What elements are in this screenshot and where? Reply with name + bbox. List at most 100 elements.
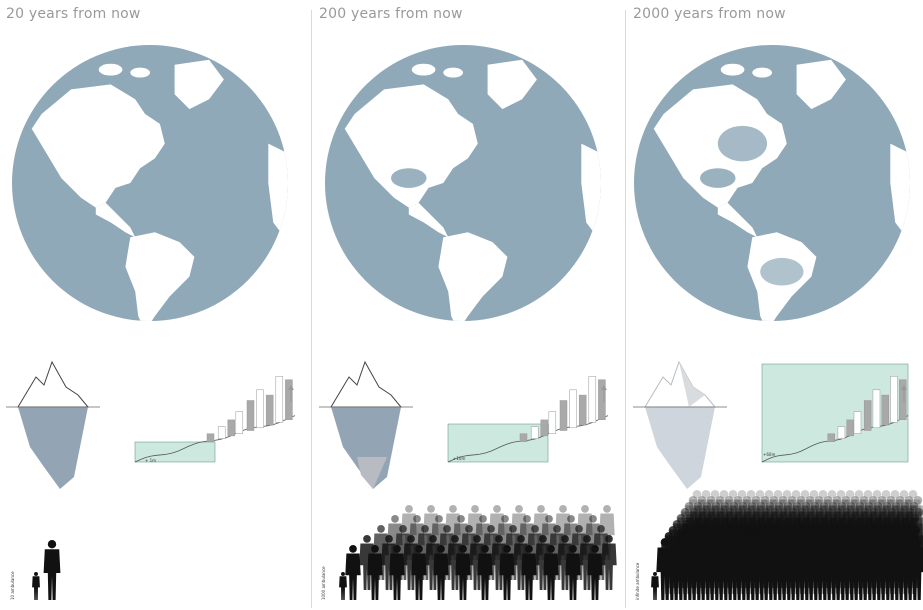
iceberg-shadow (679, 362, 705, 407)
central-america (95, 202, 136, 238)
person-silhouette (908, 538, 923, 600)
sea-level-chart (447, 376, 609, 463)
arctic-island (752, 67, 772, 78)
panel-art: +10m (319, 45, 617, 600)
flooded-area (700, 168, 736, 188)
building (853, 411, 862, 434)
panel-2000-years: 2000 years from now +60m infinite ambula… (627, 0, 923, 610)
arctic-island (130, 67, 150, 78)
divider (625, 10, 626, 608)
child-silhouette (339, 572, 347, 600)
sea-level-label: + 1m (145, 458, 156, 463)
south-america (125, 232, 195, 321)
building (578, 394, 587, 426)
panel-title: 200 years from now (319, 6, 463, 22)
child-silhouette (651, 572, 659, 600)
building (256, 389, 264, 429)
building (898, 379, 907, 420)
building (285, 379, 293, 420)
person-silhouette (587, 545, 603, 600)
building (206, 433, 215, 442)
building (519, 433, 528, 442)
refugee-label: infinite ambulance (635, 562, 640, 600)
person-silhouette (367, 545, 383, 600)
iceberg (6, 360, 100, 489)
europe-africa-edge (268, 143, 288, 243)
iceberg (319, 360, 413, 489)
child-silhouette (32, 572, 40, 600)
building (530, 426, 539, 439)
iceberg-underwater (331, 407, 401, 489)
person-silhouette (389, 545, 405, 600)
building (569, 389, 577, 429)
greenland (796, 59, 846, 110)
people-crowd (651, 490, 923, 600)
building (540, 419, 549, 437)
iceberg-tip (644, 360, 717, 408)
arctic-island (720, 63, 745, 76)
iceberg (633, 360, 727, 489)
person-silhouette (455, 545, 471, 600)
person-silhouette (433, 545, 449, 600)
greenland (174, 59, 224, 110)
building (227, 419, 236, 437)
building (881, 394, 889, 426)
iceberg-underwater (18, 407, 88, 489)
iceberg-tip (17, 360, 90, 408)
panel-art: + 1m (6, 45, 296, 600)
sea-level-chart (134, 376, 296, 463)
terrain-line (134, 415, 296, 463)
iceberg-melt (357, 457, 387, 489)
europe-africa-edge (890, 143, 910, 243)
south-america (438, 232, 508, 321)
building (217, 426, 226, 439)
building (246, 400, 255, 431)
building (588, 376, 597, 423)
building (275, 376, 284, 423)
north-america (31, 84, 165, 208)
arrow-up-head (288, 385, 294, 390)
iceberg-underwater (645, 407, 715, 489)
person-silhouette (499, 545, 515, 600)
building (827, 433, 835, 442)
building (265, 394, 274, 426)
panel-title: 20 years from now (6, 6, 141, 22)
arctic-island (98, 63, 123, 76)
greenland (487, 59, 537, 110)
person-silhouette (565, 545, 581, 600)
panel-title: 2000 years from now (633, 6, 786, 22)
person-silhouette (411, 545, 427, 600)
flooded-area (391, 168, 427, 188)
europe-africa-edge (581, 143, 601, 243)
north-america (344, 84, 478, 208)
person-silhouette (345, 545, 361, 600)
flooded-area (760, 257, 804, 286)
building (235, 411, 244, 434)
building (559, 400, 568, 431)
globe (325, 45, 601, 321)
person-silhouette (521, 545, 537, 600)
person-silhouette (477, 545, 493, 600)
continents (31, 59, 288, 321)
central-america (408, 202, 449, 238)
panel-200-years: 200 years from now +10m 1000 ambulance (313, 0, 623, 610)
building (890, 376, 898, 423)
building (598, 379, 606, 420)
globe (634, 45, 910, 321)
divider (311, 10, 312, 608)
arctic-island (411, 63, 436, 76)
person-silhouette (543, 545, 559, 600)
arrow-up-head (601, 385, 607, 390)
refugee-label: 1000 ambulance (321, 566, 326, 600)
terrain-line (447, 415, 609, 463)
sea-level-chart (761, 363, 909, 463)
panel-20-years: 20 years from now + 1m 10 ambulance (0, 0, 310, 610)
building (846, 419, 854, 437)
refugee-label: 10 ambulance (10, 571, 15, 600)
building (863, 400, 872, 431)
continents (653, 59, 910, 321)
adult-silhouette (43, 540, 61, 600)
arctic-island (443, 67, 463, 78)
arrow-up-head (901, 385, 907, 390)
